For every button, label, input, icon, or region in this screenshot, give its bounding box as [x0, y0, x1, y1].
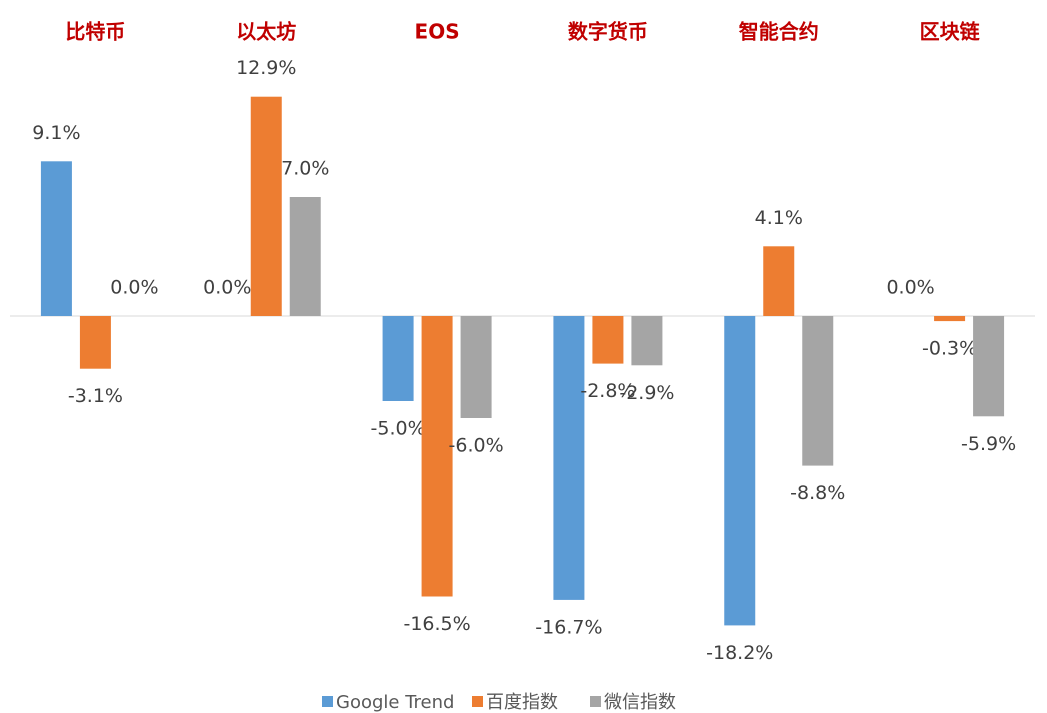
value-label: -2.9%: [619, 382, 674, 404]
bar: [973, 316, 1005, 417]
value-label: 4.1%: [755, 207, 803, 229]
category-label: 以太坊: [236, 20, 296, 44]
category-label: 区块链: [920, 20, 981, 44]
bar: [250, 96, 282, 316]
value-label: -5.9%: [961, 433, 1016, 455]
value-label: 0.0%: [203, 277, 251, 299]
category-label: 比特币: [65, 20, 125, 44]
value-label: 7.0%: [281, 158, 329, 180]
value-label: -18.2%: [706, 642, 773, 664]
bar: [553, 316, 585, 600]
category-label: EOS: [415, 20, 460, 44]
bar: [763, 246, 795, 316]
value-label: 0.0%: [110, 277, 158, 299]
value-label: -8.8%: [790, 482, 845, 504]
bar: [934, 316, 966, 322]
value-label: -16.7%: [535, 616, 602, 638]
bar: [289, 197, 321, 316]
value-label: -6.0%: [449, 435, 504, 457]
bar: [592, 316, 624, 364]
value-label: -3.1%: [68, 385, 123, 407]
legend-label: Google Trend: [336, 692, 454, 713]
category-label: 数字货币: [568, 20, 648, 44]
category-label: 智能合约: [739, 20, 819, 44]
bar: [79, 316, 111, 369]
legend-label: 微信指数: [604, 692, 676, 713]
value-label: 9.1%: [32, 122, 80, 144]
value-label: -0.3%: [922, 338, 977, 360]
bar: [724, 316, 756, 626]
legend-label: 百度指数: [486, 692, 558, 713]
bar: [631, 316, 663, 366]
value-label: 0.0%: [886, 277, 934, 299]
legend-swatch: [322, 696, 333, 707]
legend-swatch: [590, 696, 601, 707]
value-label: 12.9%: [236, 57, 296, 79]
legend-swatch: [472, 696, 483, 707]
bar: [421, 316, 453, 597]
bar: [802, 316, 834, 466]
value-label: -5.0%: [371, 418, 426, 440]
value-label: -16.5%: [403, 613, 470, 635]
bar: [382, 316, 414, 401]
bar: [460, 316, 492, 418]
bar: [40, 161, 72, 316]
value-label: -2.8%: [580, 380, 635, 402]
